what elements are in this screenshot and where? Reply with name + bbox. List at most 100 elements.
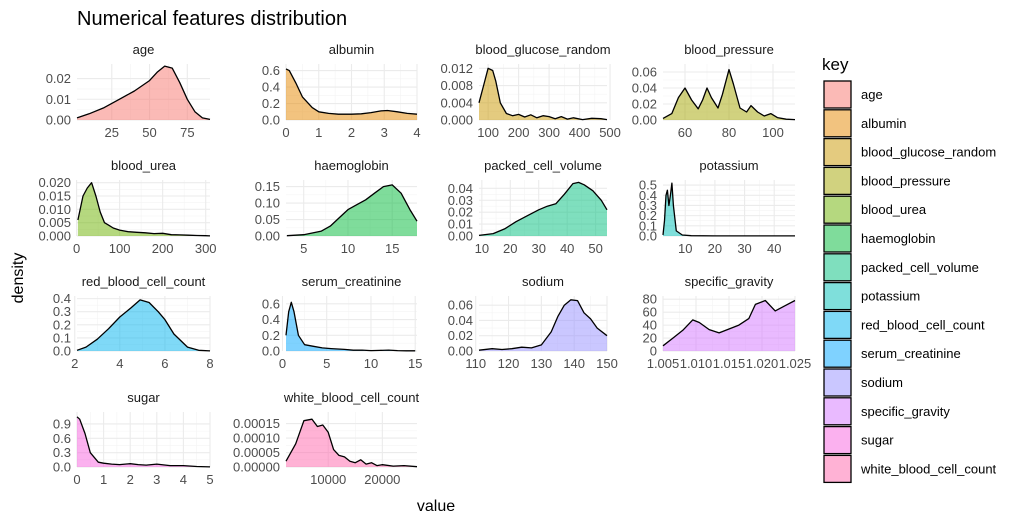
x-tick-label: 20 — [503, 241, 517, 256]
x-tick-label: 4 — [116, 356, 123, 371]
y-tick-label: 0.000 — [440, 113, 473, 128]
density-line-age — [76, 65, 211, 121]
legend-swatch — [823, 166, 852, 196]
y-tick-label: 0.3 — [639, 198, 657, 213]
x-tick-label: 1 — [315, 125, 322, 140]
legend-label: serum_creatinine — [861, 346, 961, 361]
y-tick-label: 0.015 — [38, 189, 71, 204]
density-area-serum-creatinine — [286, 302, 416, 351]
x-tick-label: 2 — [71, 356, 78, 371]
legend-label: blood_urea — [861, 202, 927, 217]
y-tick-label: 0.00 — [46, 113, 71, 128]
strip-label-blood-urea: blood_urea — [111, 158, 177, 173]
legend-label: packed_cell_volume — [861, 260, 979, 275]
legend-label: white_blood_cell_count — [860, 461, 997, 476]
y-tick-label: 0.4 — [53, 291, 71, 306]
x-tick-label: 60 — [678, 125, 692, 140]
density-area-blood-glucose-random — [479, 68, 607, 120]
legend-swatch — [823, 109, 852, 138]
density-line-sodium — [478, 299, 608, 351]
density-area-specific-gravity — [663, 300, 795, 351]
density-line-blood-glucose-random — [478, 67, 608, 121]
strip-label-red-blood-cell-count: red_blood_cell_count — [82, 274, 206, 289]
y-tick-label: 0.15 — [255, 179, 280, 194]
x-tick-label: 5 — [300, 241, 307, 256]
x-tick-label: 40 — [560, 241, 574, 256]
x-tick-label: 30 — [737, 241, 751, 256]
y-tick-label: 0.004 — [440, 95, 473, 110]
density-line-red-blood-cell-count — [76, 299, 211, 352]
x-tick-label: 3 — [381, 125, 388, 140]
y-axis-title: density — [10, 253, 27, 304]
panel-age: age 25 50 75 0.00 0.01 0.02 — [46, 42, 211, 140]
legend-swatch — [823, 281, 852, 311]
y-tick-label: 0.4 — [639, 188, 657, 203]
legend-label: sugar — [861, 433, 894, 448]
density-line-potassium — [662, 182, 795, 237]
panel-specific-gravity: specific_gravity 1.005 1.010 1.015 1.020 1.02… — [643, 274, 812, 371]
x-tick-label: 25 — [105, 125, 119, 140]
y-tick-label: 0.6 — [262, 63, 280, 78]
x-tick-label: 6 — [161, 356, 168, 371]
strip-label-packed-cell-volume: packed_cell_volume — [484, 158, 602, 173]
density-area-red-blood-cell-count — [77, 299, 210, 351]
x-tick-label: 5 — [323, 356, 330, 371]
legend-item-albumin: albumin — [823, 109, 907, 138]
x-tick-label: 10 — [678, 241, 692, 256]
panel-potassium: potassium 10 20 30 40 0.00.10.20.30.40.5 — [639, 158, 795, 256]
x-tick-label: 500 — [599, 125, 621, 140]
density-area-white-blood-cell-count — [286, 419, 417, 467]
y-tick-label: 0.2 — [53, 317, 71, 332]
x-tick-label: 1 — [100, 472, 107, 487]
density-line-haemoglobin — [286, 184, 418, 237]
x-tick-label: 1.010 — [680, 356, 713, 371]
x-tick-label: 50 — [142, 125, 156, 140]
x-tick-label: 20 — [708, 241, 722, 256]
legend-label: haemoglobin — [861, 231, 935, 246]
panel-serum-creatinine: serum_creatinine 0 5 10 15 0.00.20.40.6 — [262, 274, 423, 371]
y-tick-label: 0.10 — [255, 196, 280, 211]
legend-label: sodium — [861, 375, 903, 390]
density-area-albumin — [286, 68, 417, 120]
density-line-packed-cell-volume — [478, 181, 608, 237]
y-tick-label: 0.010 — [38, 202, 71, 217]
legend-title: key — [822, 55, 849, 74]
density-line-blood-pressure — [662, 68, 796, 121]
x-tick-label: 80 — [722, 125, 736, 140]
legend-item-specific-gravity: specific_gravity — [823, 397, 950, 426]
y-tick-label: 0.6 — [262, 296, 280, 311]
density-line-sugar — [76, 416, 211, 468]
y-tick-label: 0.00 — [448, 344, 473, 359]
y-tick-label: 0.06 — [448, 298, 473, 313]
strip-label-sodium: sodium — [522, 274, 564, 289]
x-tick-label: 30 — [531, 241, 545, 256]
x-tick-label: 10 — [364, 356, 378, 371]
x-tick-label: 130 — [531, 356, 553, 371]
density-area-blood-pressure — [663, 69, 795, 120]
legend-item-sugar: sugar — [823, 425, 894, 455]
y-tick-label: 0.4 — [262, 312, 280, 327]
legend-item-packed-cell-volume: packed_cell_volume — [823, 253, 979, 282]
y-tick-label: 0.0 — [639, 229, 657, 244]
x-tick-label: 300 — [538, 125, 560, 140]
x-tick-label: 0 — [279, 356, 286, 371]
x-tick-label: 110 — [465, 356, 486, 371]
x-tick-label: 1.025 — [779, 356, 812, 371]
y-tick-label: 0 — [650, 344, 657, 359]
chart-title: Numerical features distribution — [77, 8, 347, 30]
legend-swatch — [823, 80, 852, 109]
legend-label: potassium — [861, 289, 920, 304]
panel-sodium: sodium 110 120 130 140 150 0.000.020.040.06 — [448, 274, 618, 371]
x-tick-label: 4 — [413, 125, 420, 140]
x-tick-label: 20000 — [364, 472, 400, 487]
density-line-white-blood-cell-count — [285, 418, 418, 468]
panel-red-blood-cell-count: red_blood_cell_count 2 4 6 8 0.00.10.20.30.4 — [53, 274, 214, 371]
density-line-albumin — [285, 68, 418, 115]
panel-albumin: albumin 0 1 2 3 4 0.0 0.20.4 0.6 — [262, 42, 421, 140]
y-tick-label: 0.05 — [255, 212, 280, 227]
y-tick-label: 0.02 — [46, 71, 71, 86]
density-area-sugar — [77, 416, 210, 467]
y-tick-label: 0.01 — [448, 217, 473, 232]
y-tick-label: 0.4 — [262, 80, 280, 95]
